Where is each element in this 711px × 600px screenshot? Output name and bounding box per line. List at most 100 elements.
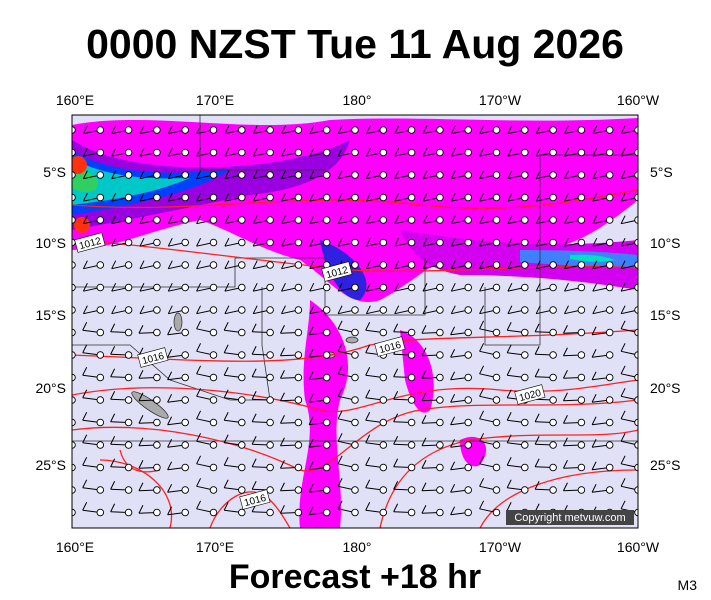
wind-station xyxy=(209,126,218,134)
wind-barb-flag xyxy=(422,305,428,314)
wind-station xyxy=(436,418,444,427)
wind-station xyxy=(549,193,557,202)
wind-barb-flag xyxy=(422,125,428,134)
wind-station xyxy=(379,126,388,134)
wind-barb-flag xyxy=(564,170,569,179)
wind-station xyxy=(238,486,246,494)
wind-station xyxy=(266,283,274,292)
wind-station xyxy=(124,373,133,382)
wind-barb-flag xyxy=(421,392,427,401)
wind-station xyxy=(124,306,133,314)
wind-barb-flag xyxy=(167,461,173,470)
isobar-label: 1012 xyxy=(74,232,106,253)
wind-station xyxy=(238,373,246,382)
wind-station xyxy=(521,238,529,247)
wind-station xyxy=(294,508,303,517)
wind-barb-flag xyxy=(450,439,456,448)
wind-barb-flag xyxy=(620,343,626,352)
wind-barb-flag xyxy=(365,215,371,224)
wind-barb-flag xyxy=(308,439,314,448)
wind-station xyxy=(294,261,303,269)
wind-station xyxy=(181,463,189,472)
wind-station xyxy=(492,508,501,517)
isobar-label-box xyxy=(321,261,353,282)
wind-station xyxy=(464,261,472,269)
wind-station xyxy=(379,328,388,337)
wind-barb-flag xyxy=(196,478,202,487)
wind-station xyxy=(72,463,76,472)
wind-station xyxy=(464,373,472,382)
wind-station xyxy=(436,216,444,224)
wind-station xyxy=(379,306,388,314)
wind-station xyxy=(266,126,274,134)
wind-barb-flag xyxy=(479,192,485,202)
wind-station xyxy=(464,328,472,337)
wind-barb-flag xyxy=(337,478,343,487)
wind-barb-flag xyxy=(534,458,540,467)
wind-station xyxy=(634,216,638,224)
wind-station xyxy=(238,126,246,134)
wind-station xyxy=(492,261,501,269)
wind-station xyxy=(549,328,557,337)
wind-barb-flag xyxy=(479,282,485,292)
wind-station xyxy=(464,126,472,134)
wind-station xyxy=(549,171,557,179)
wind-station xyxy=(294,328,303,337)
wind-barb-flag xyxy=(620,147,626,157)
wind-barb-flag xyxy=(111,305,117,314)
wind-barb-flag xyxy=(421,505,427,514)
wind-barb-flag xyxy=(55,261,59,269)
wind-station xyxy=(266,418,274,427)
wind-station xyxy=(634,238,638,247)
wind-station xyxy=(181,373,189,382)
wind-station xyxy=(351,351,359,359)
wind-station xyxy=(181,328,189,337)
wind-barb-staff xyxy=(72,265,73,266)
wind-barb-flag xyxy=(365,147,371,157)
wind-station xyxy=(266,396,274,404)
wind-station xyxy=(605,306,614,314)
wind-station xyxy=(407,328,416,337)
wind-station xyxy=(605,171,614,179)
wind-barb-flag xyxy=(279,370,285,379)
wind-station xyxy=(521,283,529,292)
wind-station xyxy=(351,193,359,202)
wind-station xyxy=(322,418,331,427)
wind-barb-flag xyxy=(394,215,400,224)
wind-station xyxy=(549,418,557,427)
wind-barb-flag xyxy=(138,482,144,491)
wind-barb-flag xyxy=(337,455,343,465)
wind-barb-flag xyxy=(167,147,173,157)
boundaries xyxy=(72,115,638,442)
wind-barb-flag xyxy=(337,320,343,330)
latitude-label: 15°S xyxy=(35,307,66,323)
wind-station xyxy=(549,283,557,292)
wind-barb-flag xyxy=(450,484,456,493)
wind-barb-flag xyxy=(111,170,117,179)
wind-station xyxy=(521,148,529,157)
wind-barb-flag xyxy=(592,170,598,179)
wind-station xyxy=(492,216,501,224)
wind-station xyxy=(351,373,359,382)
wind-barb-flag xyxy=(110,323,116,332)
wind-barb-flag xyxy=(111,147,117,157)
wind-station xyxy=(209,328,218,337)
wind-station xyxy=(549,126,557,134)
wind-station xyxy=(407,306,416,314)
wind-barb-flag xyxy=(450,192,456,202)
wind-barb-flag xyxy=(422,170,428,179)
wind-barb-flag xyxy=(394,282,400,292)
wind-station xyxy=(634,283,638,292)
wind-station xyxy=(521,418,529,427)
wind-station xyxy=(96,373,105,382)
wind-station xyxy=(238,306,246,314)
wind-station xyxy=(72,508,76,517)
wind-barb-flag xyxy=(252,237,258,247)
wind-barb-flag xyxy=(167,215,173,224)
wind-station xyxy=(294,126,303,134)
wind-station xyxy=(634,373,638,382)
wind-barb-flag xyxy=(279,460,285,469)
wind-barb-flag xyxy=(592,215,598,224)
wind-barb-flag xyxy=(55,411,59,419)
wind-station xyxy=(72,216,76,224)
